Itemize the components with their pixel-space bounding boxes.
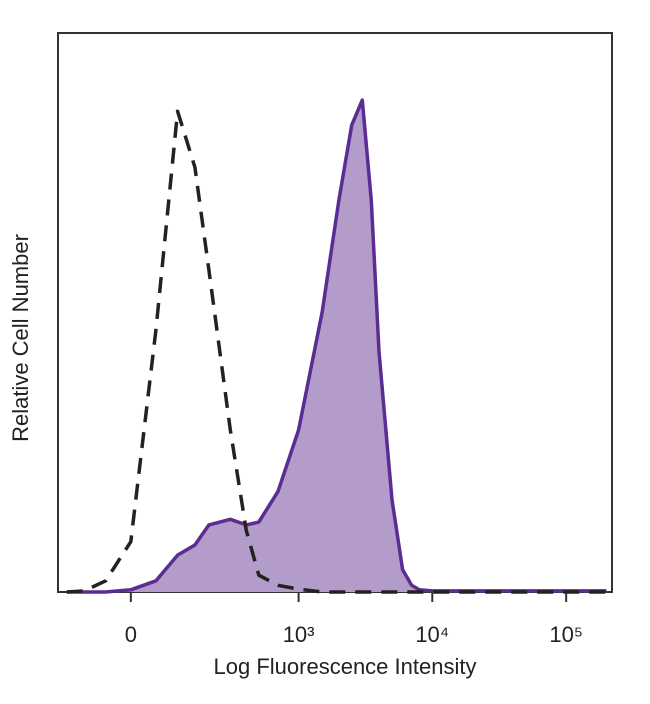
line [66,98,607,594]
y-axis-label: Relative Cell Number [8,234,33,442]
x-tick-label: 10³ [283,622,315,647]
area-fill [66,100,607,592]
x-axis-label: Log Fluorescence Intensity [214,654,477,679]
x-tick-label: 10⁵ [549,622,583,647]
dashed-line [66,109,607,594]
x-tick-label: 0 [125,622,137,647]
x-tick-label: 10⁴ [415,622,449,647]
